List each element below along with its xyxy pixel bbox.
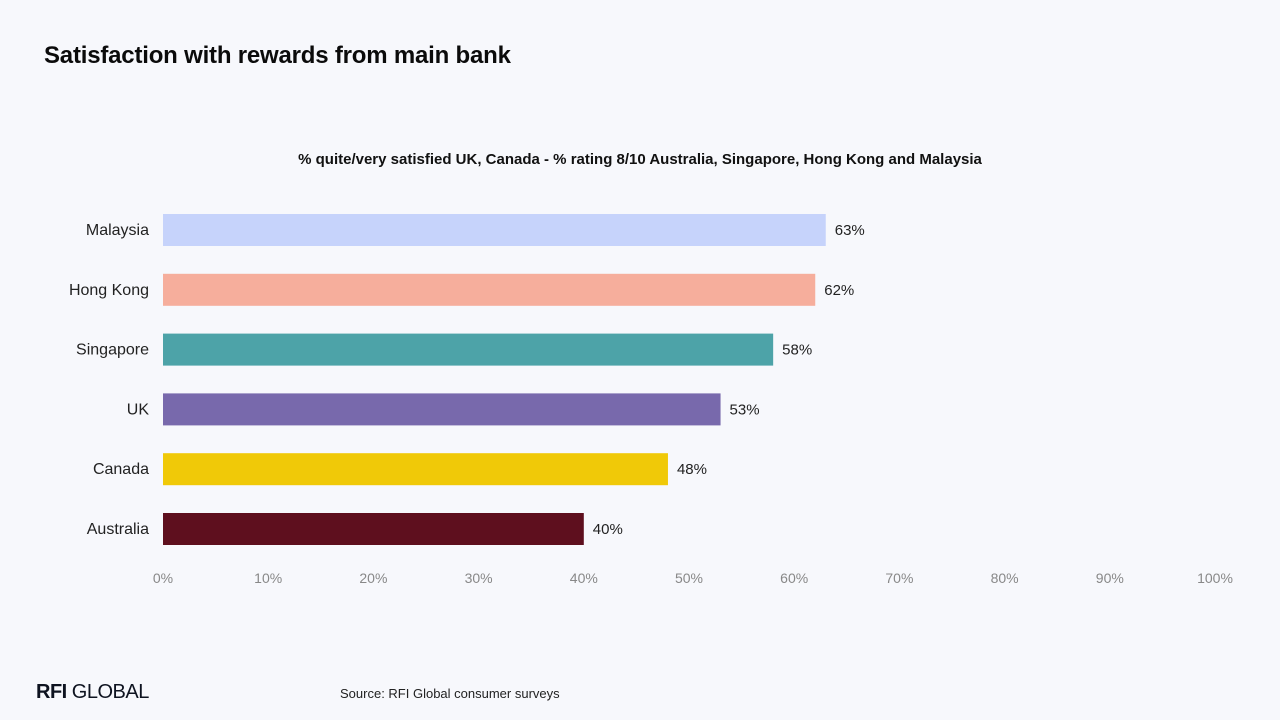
value-label-australia: 40% xyxy=(593,521,623,538)
bar-malaysia xyxy=(163,214,826,246)
source-note: Source: RFI Global consumer surveys xyxy=(340,686,560,701)
category-label-malaysia: Malaysia xyxy=(86,222,149,239)
x-tick-label: 30% xyxy=(465,570,493,586)
x-tick-label: 50% xyxy=(675,570,703,586)
x-tick-label: 20% xyxy=(359,570,387,586)
value-label-malaysia: 63% xyxy=(835,222,865,239)
x-tick-label: 10% xyxy=(254,570,282,586)
bar-uk xyxy=(163,393,721,426)
bar-canada xyxy=(163,453,668,486)
value-label-hong-kong: 62% xyxy=(824,282,854,299)
x-tick-label: 70% xyxy=(885,570,913,586)
logo-global-text: GLOBAL xyxy=(71,681,150,703)
x-tick-label: 90% xyxy=(1096,570,1124,586)
bar-hong-kong xyxy=(163,273,816,306)
logo-rfi-text: RFI xyxy=(36,681,67,703)
category-label-uk: UK xyxy=(127,401,150,418)
x-tick-label: 0% xyxy=(153,570,173,586)
bar-singapore xyxy=(163,333,774,366)
category-label-singapore: Singapore xyxy=(76,342,149,359)
value-label-canada: 48% xyxy=(677,461,707,478)
category-label-australia: Australia xyxy=(87,521,149,538)
value-label-uk: 53% xyxy=(730,401,760,418)
chart-subtitle: % quite/very satisfied UK, Canada - % ra… xyxy=(298,151,982,168)
x-tick-label: 60% xyxy=(780,570,808,586)
category-label-hong-kong: Hong Kong xyxy=(69,282,149,299)
bar-australia xyxy=(163,513,584,545)
page-title: Satisfaction with rewards from main bank xyxy=(44,42,511,69)
rfi-global-logo: RFI GLOBAL xyxy=(36,681,149,704)
x-tick-label: 80% xyxy=(991,570,1019,586)
value-label-singapore: 58% xyxy=(782,342,812,359)
x-tick-label: 100% xyxy=(1197,570,1233,586)
x-tick-label: 40% xyxy=(570,570,598,586)
category-label-canada: Canada xyxy=(93,461,149,478)
